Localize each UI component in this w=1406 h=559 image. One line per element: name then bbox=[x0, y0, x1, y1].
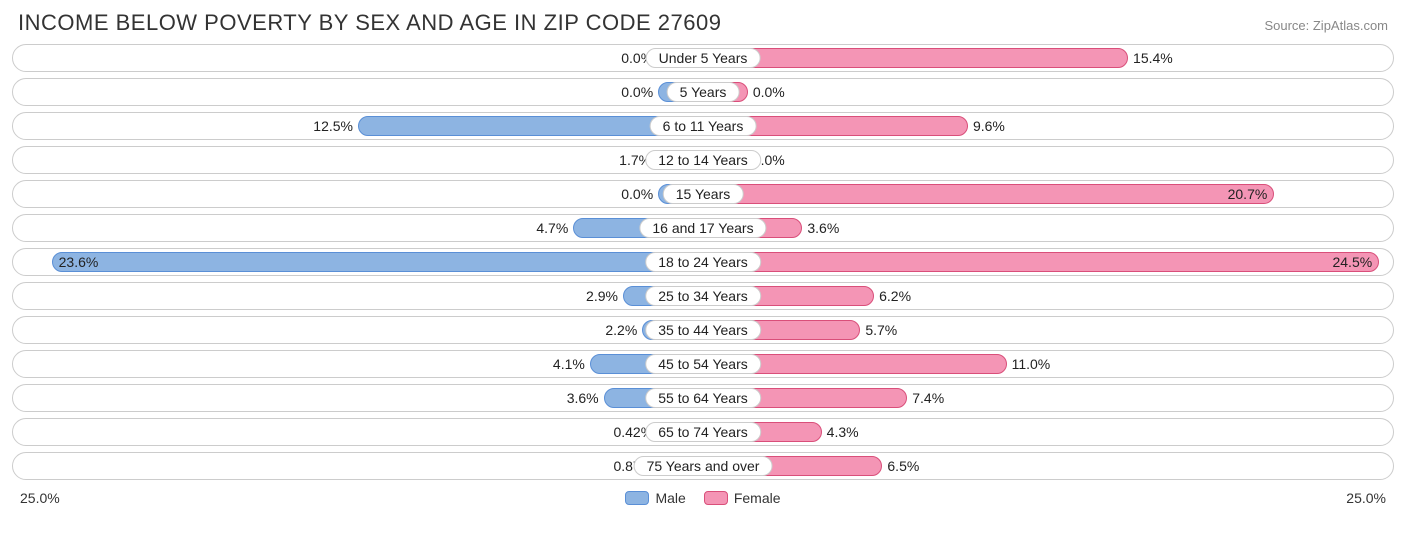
category-label: 12 to 14 Years bbox=[645, 150, 761, 170]
legend-swatch bbox=[625, 491, 649, 505]
category-label: 75 Years and over bbox=[634, 456, 773, 476]
chart-row: 0.0% 0.0% 5 Years bbox=[12, 78, 1394, 106]
chart-row: 1.7%0.0%12 to 14 Years bbox=[12, 146, 1394, 174]
chart-row: 12.5% 9.6% 6 to 11 Years bbox=[12, 112, 1394, 140]
male-value-label: 4.1% bbox=[553, 356, 585, 372]
legend-label: Female bbox=[734, 490, 781, 506]
male-value-label: 23.6% bbox=[59, 254, 99, 270]
legend: Male Female bbox=[625, 490, 780, 506]
female-value-label: 4.3% bbox=[827, 424, 859, 440]
chart-row: 23.6% 24.5% 18 to 24 Years bbox=[12, 248, 1394, 276]
chart-row: 2.9% 6.2% 25 to 34 Years bbox=[12, 282, 1394, 310]
category-label: Under 5 Years bbox=[646, 48, 761, 68]
male-bar: 23.6% bbox=[52, 252, 703, 272]
chart-row: 4.7% 3.6% 16 and 17 Years bbox=[12, 214, 1394, 242]
category-label: 15 Years bbox=[663, 184, 744, 204]
legend-label: Male bbox=[655, 490, 685, 506]
chart-area: 0.0%15.4%Under 5 Years0.0%0.0%5 Years12.… bbox=[0, 44, 1406, 480]
category-label: 45 to 54 Years bbox=[645, 354, 761, 374]
female-value-label: 20.7% bbox=[1228, 186, 1268, 202]
female-value-label: 15.4% bbox=[1133, 50, 1173, 66]
chart-row: 0.42%4.3%65 to 74 Years bbox=[12, 418, 1394, 446]
category-label: 65 to 74 Years bbox=[645, 422, 761, 442]
male-value-label: 3.6% bbox=[567, 390, 599, 406]
chart-row: 0.0%15.4%Under 5 Years bbox=[12, 44, 1394, 72]
female-value-label: 5.7% bbox=[865, 322, 897, 338]
female-value-label: 6.5% bbox=[887, 458, 919, 474]
female-bar: 24.5% bbox=[703, 252, 1379, 272]
chart-row: 0.0% 20.7% 15 Years bbox=[12, 180, 1394, 208]
male-value-label: 0.0% bbox=[621, 84, 653, 100]
category-label: 5 Years bbox=[667, 82, 740, 102]
male-value-label: 12.5% bbox=[313, 118, 353, 134]
male-value-label: 2.9% bbox=[586, 288, 618, 304]
female-value-label: 6.2% bbox=[879, 288, 911, 304]
category-label: 25 to 34 Years bbox=[645, 286, 761, 306]
chart-source: Source: ZipAtlas.com bbox=[1264, 18, 1388, 33]
female-value-label: 7.4% bbox=[912, 390, 944, 406]
category-label: 16 and 17 Years bbox=[639, 218, 766, 238]
category-label: 6 to 11 Years bbox=[650, 116, 757, 136]
female-value-label: 9.6% bbox=[973, 118, 1005, 134]
axis-label-right: 25.0% bbox=[1346, 490, 1386, 506]
category-label: 18 to 24 Years bbox=[645, 252, 761, 272]
legend-item: Female bbox=[704, 490, 781, 506]
female-value-label: 11.0% bbox=[1012, 356, 1051, 372]
male-value-label: 0.0% bbox=[621, 186, 653, 202]
female-value-label: 0.0% bbox=[753, 84, 785, 100]
axis-label-left: 25.0% bbox=[20, 490, 60, 506]
chart-row: 2.2% 5.7% 35 to 44 Years bbox=[12, 316, 1394, 344]
female-value-label: 3.6% bbox=[807, 220, 839, 236]
chart-title: INCOME BELOW POVERTY BY SEX AND AGE IN Z… bbox=[18, 10, 721, 36]
chart-footer: 25.0% Male Female 25.0% bbox=[0, 486, 1406, 506]
chart-row: 0.87%6.5%75 Years and over bbox=[12, 452, 1394, 480]
male-value-label: 4.7% bbox=[536, 220, 568, 236]
male-value-label: 2.2% bbox=[605, 322, 637, 338]
chart-header: INCOME BELOW POVERTY BY SEX AND AGE IN Z… bbox=[0, 0, 1406, 44]
chart-row: 3.6% 7.4% 55 to 64 Years bbox=[12, 384, 1394, 412]
chart-row: 4.1% 11.0% 45 to 54 Years bbox=[12, 350, 1394, 378]
category-label: 55 to 64 Years bbox=[645, 388, 761, 408]
legend-swatch bbox=[704, 491, 728, 505]
category-label: 35 to 44 Years bbox=[645, 320, 761, 340]
female-value-label: 24.5% bbox=[1332, 254, 1372, 270]
legend-item: Male bbox=[625, 490, 685, 506]
female-bar: 15.4% bbox=[703, 48, 1128, 68]
female-bar: 20.7% bbox=[703, 184, 1274, 204]
